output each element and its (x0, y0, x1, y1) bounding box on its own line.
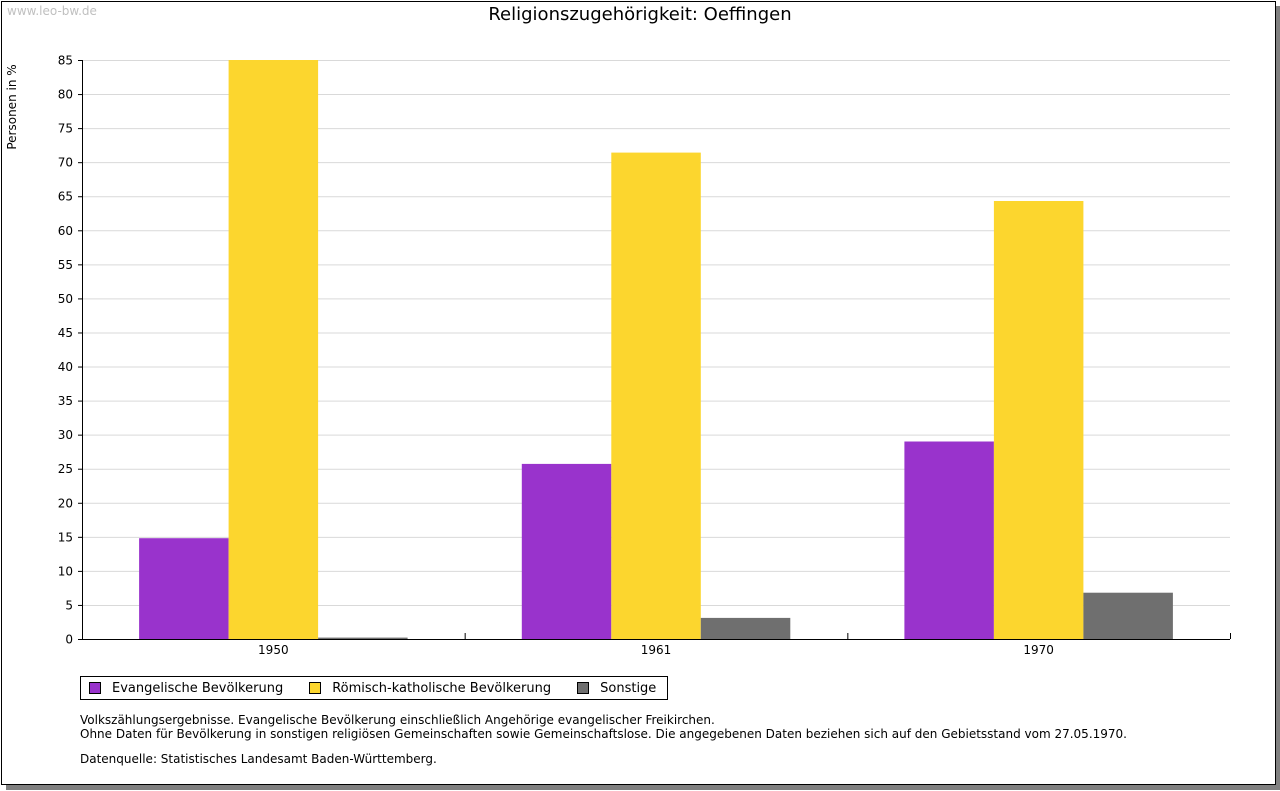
legend-item-sonstige: Sonstige (577, 681, 656, 696)
y-tick-label-50: 50 (58, 292, 73, 306)
y-tick-label-40: 40 (58, 360, 73, 374)
x-tick-label-1950: 1950 (258, 643, 289, 657)
y-tick-label-20: 20 (58, 496, 73, 510)
y-tick-label-5: 5 (65, 598, 73, 612)
y-tick-label-70: 70 (58, 156, 73, 170)
bar-sonstige-1970 (1083, 592, 1173, 639)
y-tick-label-45: 45 (58, 326, 73, 340)
legend-swatch-katholisch (309, 682, 322, 694)
legend-item-katholisch: Römisch-katholische Bevölkerung (309, 681, 551, 696)
data-source: Datenquelle: Statistisches Landesamt Bad… (80, 752, 437, 766)
y-tick-label-10: 10 (58, 564, 73, 578)
y-tick-label-55: 55 (58, 258, 73, 272)
y-tick-label-30: 30 (58, 428, 73, 442)
chart-title: Religionszugehörigkeit: Oeffingen (488, 4, 792, 25)
footnotes: Volkszählungsergebnisse. Evangelische Be… (80, 713, 1127, 741)
legend: Evangelische Bevölkerung Römisch-katholi… (80, 676, 669, 700)
y-tick-label-80: 80 (58, 88, 73, 102)
y-tick-label-75: 75 (58, 122, 73, 136)
bar-r-misch-katholische-bev-lkerung-1961 (611, 152, 701, 639)
legend-label-sonstige: Sonstige (600, 680, 657, 696)
footnote-line-2: Ohne Daten für Bevölkerung in sonstigen … (80, 727, 1127, 741)
y-tick-label-85: 85 (58, 54, 73, 68)
legend-swatch-evangelisch (89, 682, 101, 694)
legend-label-katholisch: Römisch-katholische Bevölkerung (332, 680, 552, 696)
y-tick-label-60: 60 (58, 224, 73, 238)
watermark: www.leo-bw.de (7, 4, 97, 18)
x-tick-label-1961: 1961 (641, 643, 672, 657)
footnote-line-1: Volkszählungsergebnisse. Evangelische Be… (80, 713, 715, 727)
legend-label-evangelisch: Evangelische Bevölkerung (112, 680, 284, 696)
y-tick-label-65: 65 (58, 190, 73, 204)
bar-evangelische-bev-lkerung-1950 (139, 538, 229, 639)
x-tick-label-1970: 1970 (1023, 643, 1054, 657)
bar-evangelische-bev-lkerung-1970 (904, 441, 994, 639)
bar-evangelische-bev-lkerung-1961 (521, 463, 612, 639)
bars (139, 60, 1173, 639)
y-tick-label-15: 15 (58, 530, 73, 544)
y-tick-label-0: 0 (65, 633, 73, 647)
legend-swatch-sonstige (577, 682, 590, 694)
legend-item-evangelisch: Evangelische Bevölkerung (89, 681, 283, 696)
bar-r-misch-katholische-bev-lkerung-1970 (993, 201, 1084, 639)
y-tick-label-35: 35 (58, 394, 73, 408)
axes: 0 5 10 15 20 25 30 35 40 45 50 55 60 65 70 75 80 85 1950 19… (58, 54, 1231, 657)
bar-r-misch-katholische-bev-lkerung-1950 (228, 60, 319, 639)
y-axis-label: Personen in % (5, 64, 19, 149)
bar-sonstige-1950 (318, 637, 408, 639)
y-tick-label-25: 25 (58, 462, 73, 476)
bar-sonstige-1961 (700, 617, 791, 639)
